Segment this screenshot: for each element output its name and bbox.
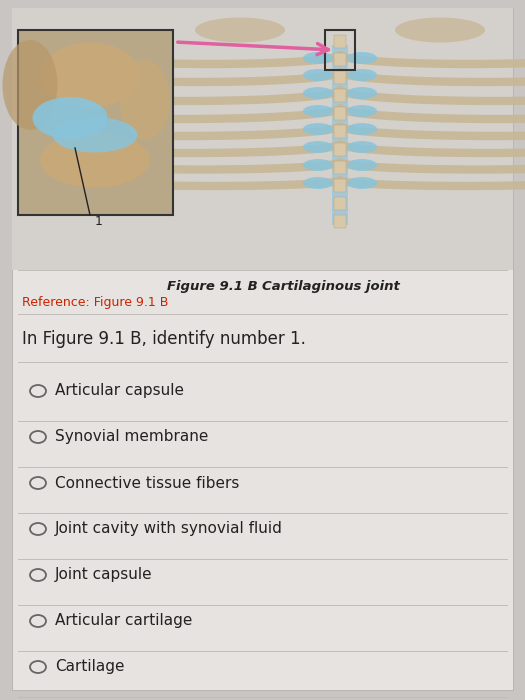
Ellipse shape bbox=[52, 118, 138, 153]
Bar bbox=[334, 125, 346, 138]
Ellipse shape bbox=[303, 123, 333, 135]
Ellipse shape bbox=[347, 177, 377, 189]
Text: In Figure 9.1 B, identify number 1.: In Figure 9.1 B, identify number 1. bbox=[22, 330, 306, 348]
Ellipse shape bbox=[33, 97, 108, 139]
Ellipse shape bbox=[347, 141, 377, 153]
Bar bbox=[334, 197, 346, 210]
Ellipse shape bbox=[303, 69, 333, 81]
Ellipse shape bbox=[303, 177, 333, 189]
Ellipse shape bbox=[347, 52, 377, 64]
Text: Cartilaginous joint: Cartilaginous joint bbox=[262, 280, 400, 293]
Text: Connective tissue fibers: Connective tissue fibers bbox=[55, 475, 239, 491]
Text: Reference: Figure 9.1 B: Reference: Figure 9.1 B bbox=[22, 296, 169, 309]
Text: Figure 9.1 B: Figure 9.1 B bbox=[166, 280, 262, 293]
Text: Joint capsule: Joint capsule bbox=[55, 568, 153, 582]
Bar bbox=[18, 30, 173, 215]
Bar bbox=[332, 45, 348, 225]
Ellipse shape bbox=[347, 69, 377, 81]
FancyBboxPatch shape bbox=[12, 8, 513, 690]
Ellipse shape bbox=[347, 159, 377, 171]
Bar bbox=[325, 30, 355, 70]
Bar bbox=[185, 15, 505, 250]
Bar bbox=[334, 89, 346, 102]
Ellipse shape bbox=[195, 18, 285, 43]
Ellipse shape bbox=[303, 52, 333, 64]
Ellipse shape bbox=[395, 18, 485, 43]
Ellipse shape bbox=[303, 105, 333, 117]
Text: Joint cavity with synovial fluid: Joint cavity with synovial fluid bbox=[55, 522, 283, 536]
Ellipse shape bbox=[40, 43, 140, 108]
Bar bbox=[12, 8, 513, 270]
Bar bbox=[334, 107, 346, 120]
Bar bbox=[334, 161, 346, 174]
Ellipse shape bbox=[3, 40, 58, 130]
Ellipse shape bbox=[347, 87, 377, 99]
Bar bbox=[334, 35, 346, 48]
Text: Synovial membrane: Synovial membrane bbox=[55, 430, 208, 444]
Text: Articular capsule: Articular capsule bbox=[55, 384, 184, 398]
Ellipse shape bbox=[303, 159, 333, 171]
Ellipse shape bbox=[303, 87, 333, 99]
Bar bbox=[334, 143, 346, 156]
Ellipse shape bbox=[120, 60, 170, 140]
Text: Cartilage: Cartilage bbox=[55, 659, 124, 675]
Bar bbox=[334, 179, 346, 192]
Ellipse shape bbox=[303, 141, 333, 153]
Text: Articular cartilage: Articular cartilage bbox=[55, 613, 192, 629]
Ellipse shape bbox=[347, 105, 377, 117]
Ellipse shape bbox=[347, 123, 377, 135]
Bar bbox=[334, 215, 346, 228]
Ellipse shape bbox=[40, 132, 150, 188]
Text: 1: 1 bbox=[95, 215, 103, 228]
Bar bbox=[334, 53, 346, 66]
Bar bbox=[334, 71, 346, 84]
